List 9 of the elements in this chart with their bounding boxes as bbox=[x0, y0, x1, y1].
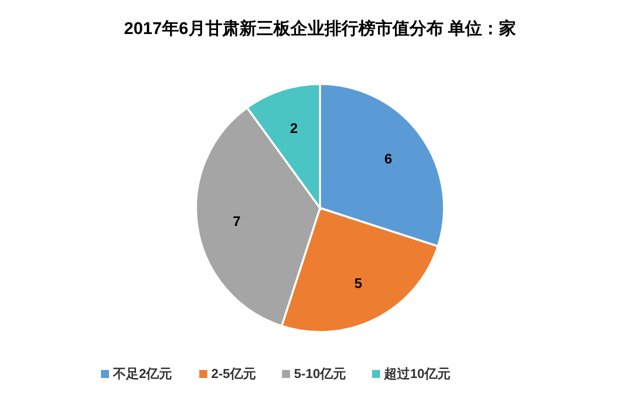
data-label: 5 bbox=[354, 275, 362, 292]
data-label: 2 bbox=[290, 120, 298, 136]
legend-label: 2-5亿元 bbox=[211, 366, 256, 381]
data-label: 6 bbox=[384, 150, 392, 166]
legend-label: 不足2亿元 bbox=[112, 366, 172, 381]
chart-title: 2017年6月甘肃新三板企业排行榜市值分布 单位：家 bbox=[124, 19, 516, 38]
data-label: 7 bbox=[232, 213, 241, 230]
legend-label: 超过10亿元 bbox=[383, 366, 451, 381]
legend-label: 5-10亿元 bbox=[294, 366, 346, 381]
